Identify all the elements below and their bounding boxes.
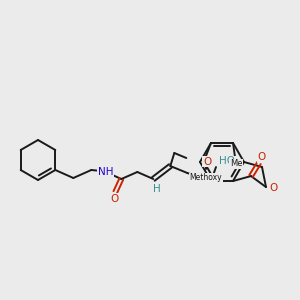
Text: Me: Me bbox=[230, 159, 242, 168]
Text: NH: NH bbox=[98, 167, 113, 177]
Text: O: O bbox=[258, 152, 266, 162]
Text: HO: HO bbox=[219, 156, 235, 166]
Text: Methoxy: Methoxy bbox=[190, 173, 222, 182]
Text: O: O bbox=[269, 183, 277, 193]
Text: O: O bbox=[110, 194, 118, 204]
Text: O: O bbox=[203, 157, 211, 167]
Text: H: H bbox=[153, 184, 161, 194]
